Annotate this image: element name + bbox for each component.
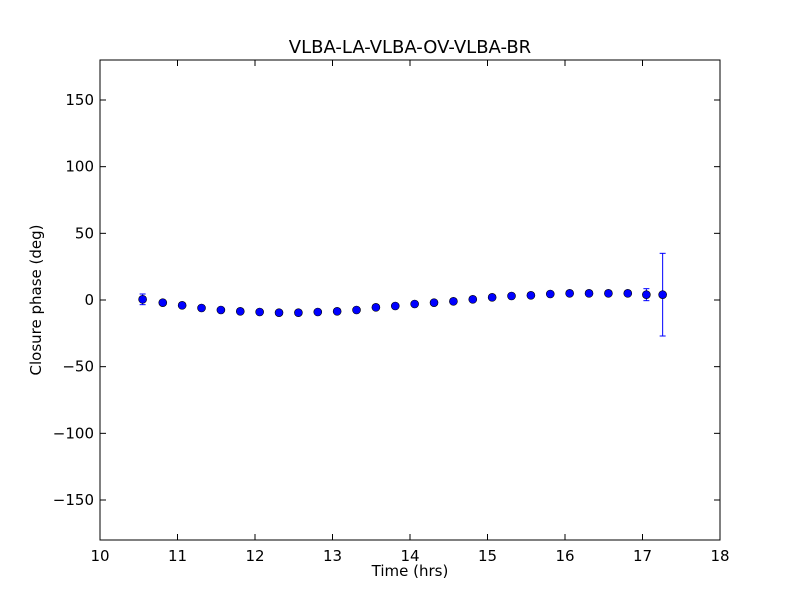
data-point xyxy=(604,289,613,298)
data-marker xyxy=(410,299,419,309)
x-tick-label: 13 xyxy=(323,547,342,565)
data-marker xyxy=(255,307,264,317)
data-marker xyxy=(545,289,555,299)
data-marker xyxy=(371,303,381,312)
data-marker xyxy=(642,290,651,299)
data-point xyxy=(658,252,667,337)
y-tick-label: 50 xyxy=(75,224,94,242)
data-point xyxy=(507,291,516,301)
data-marker xyxy=(216,305,226,315)
x-tick-label: 11 xyxy=(168,547,187,565)
x-tick-label: 14 xyxy=(400,547,419,565)
data-marker xyxy=(177,301,187,310)
data-marker xyxy=(274,308,284,317)
data-marker xyxy=(565,289,574,298)
data-marker xyxy=(526,291,536,300)
y-tick-label: 100 xyxy=(65,158,94,176)
x-tick-label: 12 xyxy=(245,547,264,565)
x-axis: 10 11 12 13 14 15 16 17 18 xyxy=(90,60,730,565)
x-axis-title: Time (hrs) xyxy=(371,562,449,580)
data-point xyxy=(526,291,536,300)
x-tick-label: 17 xyxy=(633,547,652,565)
data-marker xyxy=(352,305,361,315)
data-marker xyxy=(658,290,667,299)
x-tick-label: 15 xyxy=(478,547,497,565)
x-tick-label: 10 xyxy=(90,547,109,565)
data-point xyxy=(177,301,187,310)
data-point xyxy=(545,289,555,299)
data-marker xyxy=(332,307,342,316)
data-point xyxy=(584,289,594,298)
y-tick-label: 0 xyxy=(84,291,94,309)
data-marker xyxy=(623,289,633,298)
data-marker xyxy=(138,295,147,304)
y-axis-title: Closure phase (deg) xyxy=(27,225,45,376)
y-tick-label: 150 xyxy=(65,91,94,109)
y-tick-label: −100 xyxy=(53,424,94,442)
data-point xyxy=(352,305,361,315)
data-point xyxy=(642,288,651,302)
data-point xyxy=(371,303,381,312)
data-point xyxy=(429,298,439,307)
data-point xyxy=(274,308,284,317)
data-point xyxy=(390,301,400,311)
data-marker xyxy=(584,289,594,298)
data-point xyxy=(565,289,574,298)
data-marker xyxy=(449,297,458,306)
plot-frame xyxy=(99,59,721,541)
data-marker xyxy=(604,289,613,298)
data-point xyxy=(235,307,245,316)
data-marker xyxy=(313,307,323,317)
y-tick-label: −150 xyxy=(53,491,94,509)
chart-title: VLBA-LA-VLBA-OV-VLBA-BR xyxy=(289,37,531,58)
y-tick-label: −50 xyxy=(62,358,94,376)
data-point xyxy=(313,307,323,317)
data-marker xyxy=(507,291,516,301)
data-point xyxy=(294,308,303,317)
data-point xyxy=(449,297,458,306)
data-point xyxy=(468,295,478,304)
x-tick-label: 16 xyxy=(555,547,574,565)
data-marker xyxy=(197,303,206,313)
y-axis: 150 100 50 0 −50 −100 −150 xyxy=(53,91,720,509)
data-marker xyxy=(294,308,303,317)
data-marker xyxy=(158,298,168,307)
x-tick-label: 18 xyxy=(710,547,729,565)
data-point xyxy=(487,293,497,302)
data-point xyxy=(410,299,419,309)
data-marker xyxy=(235,307,245,316)
data-marker xyxy=(390,301,400,311)
data-point xyxy=(216,305,226,315)
data-marker xyxy=(468,295,478,304)
data-point xyxy=(623,289,633,298)
data-marker xyxy=(487,293,497,302)
data-point xyxy=(197,303,206,313)
data-point xyxy=(138,293,147,306)
data-point xyxy=(158,298,168,307)
data-point xyxy=(255,307,264,317)
data-marker xyxy=(429,298,439,307)
data-point xyxy=(332,307,342,316)
plot-area xyxy=(138,252,667,337)
